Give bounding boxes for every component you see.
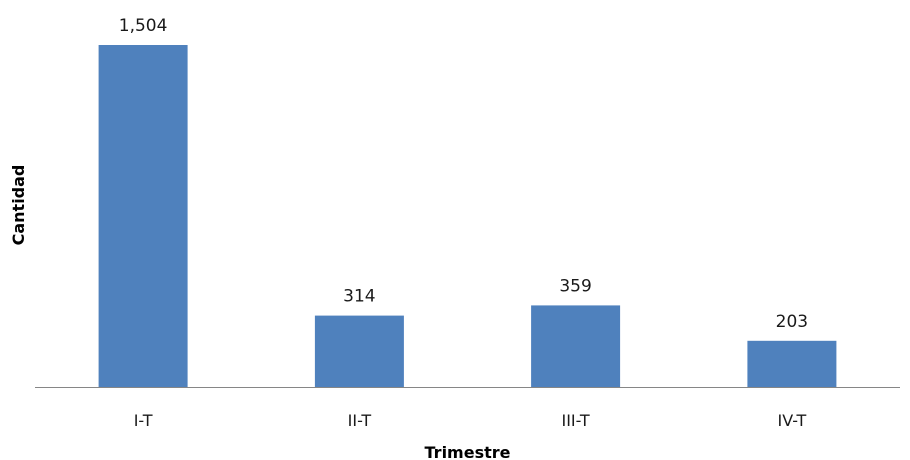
bar-iii-t xyxy=(531,305,621,387)
x-tick-label-ii-t: II-T xyxy=(348,411,372,430)
x-tick-label-iii-t: III-T xyxy=(561,411,589,430)
bars-group xyxy=(98,45,837,387)
x-tick-labels-group: I-T II-T III-T IV-T xyxy=(134,411,807,430)
bar-ii-t xyxy=(314,315,404,387)
x-tick-label-i-t: I-T xyxy=(134,411,153,430)
bar-iv-t xyxy=(747,340,837,387)
bar-i-t xyxy=(98,45,188,387)
y-axis-title: Cantidad xyxy=(9,165,28,246)
x-axis-title: Trimestre xyxy=(425,443,511,460)
data-label-iv-t: 203 xyxy=(776,312,808,332)
x-tick-label-iv-t: IV-T xyxy=(777,411,806,430)
data-label-iii-t: 359 xyxy=(559,276,591,296)
data-labels-group: 1,504 314 359 203 xyxy=(119,16,808,332)
data-label-ii-t: 314 xyxy=(343,287,375,307)
data-label-i-t: 1,504 xyxy=(119,16,168,36)
